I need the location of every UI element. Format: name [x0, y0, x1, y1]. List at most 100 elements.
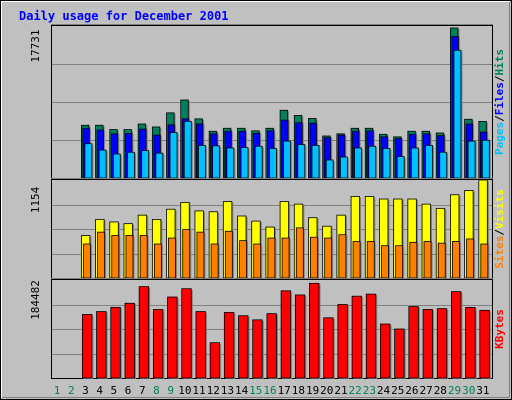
bar-kbytes-11 — [195, 311, 206, 379]
x-tick-label-3: 3 — [82, 384, 89, 397]
bar-sites-30 — [466, 238, 475, 279]
max-label-visits: 1154 — [29, 186, 42, 213]
legend-item-sites: Sites — [493, 236, 506, 269]
x-tick-label-28: 28 — [434, 384, 447, 397]
bar-pages-17 — [283, 140, 291, 179]
bar-pages-12 — [212, 145, 221, 179]
x-tick-label-11: 11 — [192, 384, 205, 397]
bar-sites-11 — [196, 231, 205, 279]
legend-separator: / — [493, 115, 506, 122]
bar-kbytes-26 — [408, 306, 419, 379]
bar-pages-25 — [396, 156, 405, 179]
bar-pages-28 — [439, 151, 448, 179]
bar-kbytes-29 — [451, 291, 462, 379]
bar-kbytes-3 — [81, 314, 93, 379]
bar-pages-11 — [198, 145, 206, 179]
x-tick-label-6: 6 — [125, 384, 132, 397]
bar-kbytes-18 — [294, 294, 306, 379]
x-tick-label-10: 10 — [178, 384, 191, 397]
x-tick-label-24: 24 — [377, 384, 391, 397]
x-tick-label-14: 14 — [235, 384, 249, 397]
bar-pages-8 — [155, 152, 164, 179]
bar-kbytes-10 — [181, 288, 192, 379]
max-label-hits: 17731 — [29, 29, 42, 62]
x-tick-label-18: 18 — [292, 384, 305, 397]
bar-sites-4 — [97, 231, 105, 279]
bar-pages-20 — [325, 159, 334, 179]
bar-kbytes-17 — [280, 290, 291, 379]
legend-item-pages: Pages — [493, 122, 506, 155]
x-tick-label-4: 4 — [96, 384, 103, 397]
legend-item-kbytes: KBytes — [493, 309, 506, 349]
x-tick-label-13: 13 — [221, 384, 234, 397]
x-tick-label-23: 23 — [363, 384, 376, 397]
x-tick-label-9: 9 — [167, 384, 174, 397]
bar-sites-10 — [182, 229, 191, 279]
bar-kbytes-23 — [365, 293, 377, 379]
bar-sites-9 — [168, 237, 176, 279]
bar-pages-15 — [254, 145, 263, 179]
bar-sites-31 — [480, 243, 489, 279]
x-axis-labels: 1 2 3 4 5 6 7 8 9 10 11 12 13 14 15 16 17 18 19 20 21 22 23 24 2… — [54, 384, 490, 397]
x-tick-label-26: 26 — [405, 384, 418, 397]
bar-pages-18 — [297, 144, 306, 179]
bar-kbytes-8 — [152, 309, 164, 379]
bar-kbytes-12 — [209, 342, 221, 379]
legend-visits: Sites/Visits — [493, 189, 506, 269]
bar-sites-16 — [267, 237, 276, 279]
bar-sites-14 — [239, 240, 247, 279]
bar-pages-10 — [183, 121, 192, 179]
bar-pages-16 — [269, 148, 277, 179]
bar-sites-28 — [437, 242, 446, 279]
bar-kbytes-9 — [167, 296, 178, 379]
x-tick-label-20: 20 — [320, 384, 333, 397]
bar-sites-26 — [409, 241, 418, 279]
bar-pages-6 — [127, 151, 135, 179]
bar-pages-3 — [84, 143, 93, 179]
bar-sites-6 — [125, 235, 134, 279]
bar-pages-5 — [112, 153, 121, 179]
bar-pages-13 — [226, 147, 235, 179]
legend-separator: / — [493, 229, 506, 236]
bar-kbytes-13 — [223, 311, 235, 379]
bar-sites-25 — [395, 245, 404, 279]
x-tick-label-8: 8 — [153, 384, 160, 397]
bar-pages-22 — [354, 147, 362, 179]
bar-pages-7 — [141, 150, 150, 179]
x-tick-label-7: 7 — [139, 384, 146, 397]
x-tick-label-27: 27 — [420, 384, 433, 397]
bar-pages-26 — [410, 147, 419, 179]
panel-visits: 1154 Sites/Visits — [29, 178, 506, 279]
x-tick-label-17: 17 — [278, 384, 291, 397]
bar-pages-4 — [98, 149, 107, 179]
bar-kbytes-31 — [479, 309, 490, 379]
bar-pages-14 — [240, 147, 249, 179]
bar-kbytes-14 — [238, 315, 249, 379]
bar-kbytes-24 — [380, 323, 391, 379]
bar-pages-31 — [481, 139, 490, 179]
legend-item-files: Files — [493, 82, 506, 115]
x-tick-label-22: 22 — [349, 384, 362, 397]
legend-item-hits: Hits — [493, 49, 506, 76]
bar-sites-27 — [423, 241, 432, 279]
bar-kbytes-28 — [436, 308, 448, 379]
bar-kbytes-19 — [309, 282, 320, 379]
bar-kbytes-5 — [110, 307, 121, 379]
bar-kbytes-22 — [351, 295, 362, 379]
bar-kbytes-20 — [323, 317, 334, 379]
bar-sites-17 — [281, 237, 290, 279]
legend-hits: Pages/Files/Hits — [493, 49, 506, 155]
legend-kbytes: KBytes — [493, 309, 506, 349]
bar-pages-29 — [453, 49, 462, 179]
bar-pages-30 — [467, 140, 476, 179]
x-tick-label-19: 19 — [306, 384, 319, 397]
bar-kbytes-25 — [394, 328, 405, 379]
bar-pages-23 — [368, 145, 377, 179]
bar-kbytes-4 — [96, 311, 107, 379]
x-tick-label-25: 25 — [391, 384, 404, 397]
x-tick-label-5: 5 — [111, 384, 118, 397]
bar-pages-24 — [382, 148, 391, 179]
legend-separator: / — [493, 75, 506, 82]
bar-kbytes-21 — [337, 304, 348, 379]
